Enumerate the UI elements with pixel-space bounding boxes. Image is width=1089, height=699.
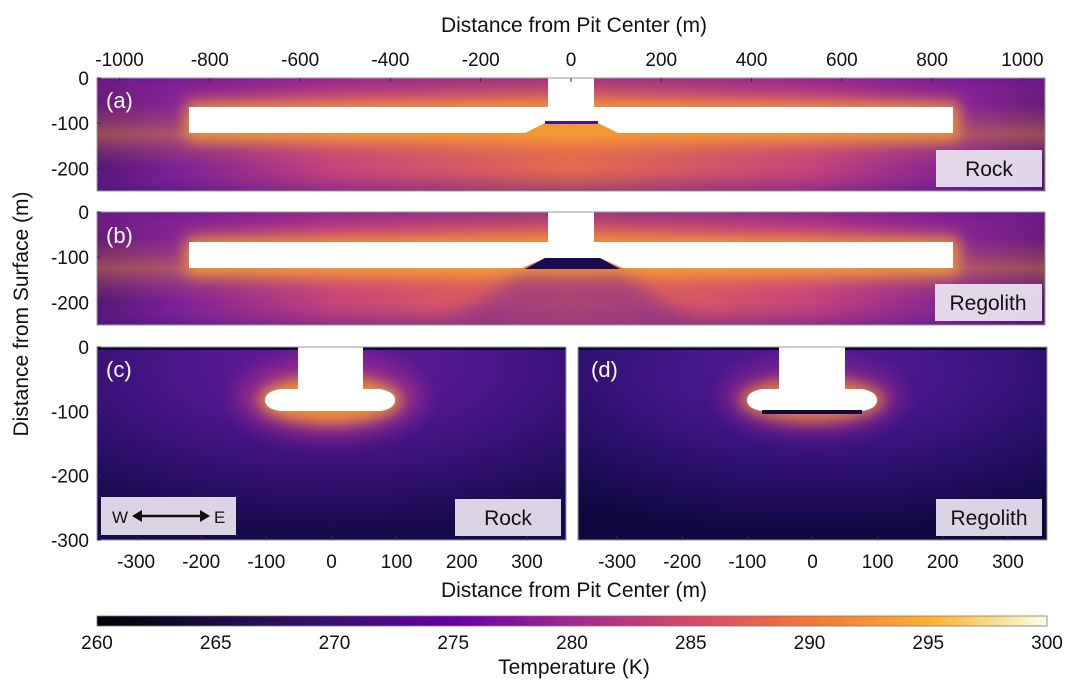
axis-ticks: -1000 -800 -600 -400 -200 0 200 400 600 800 10000-… (51, 50, 1063, 654)
top-x-axis-title: Distance from Pit Center (m) (441, 14, 707, 37)
material-badge-c: Rock (455, 499, 561, 536)
bottom-x-axis-title: Distance from Pit Center (m) (441, 579, 707, 602)
y-tick-label: 0 (78, 338, 89, 359)
y-tick-label: -300 (51, 531, 89, 552)
material-label-c: Rock (484, 507, 532, 530)
panel-label-a: (a) (106, 88, 133, 113)
y-tick-label: 0 (78, 69, 89, 90)
material-badge-b: Regolith (935, 284, 1042, 321)
x-tick-label: 200 (446, 552, 478, 573)
x-tick-label: 300 (511, 552, 543, 573)
y-tick-label: -100 (51, 402, 89, 423)
colorbar-tick-label: 270 (319, 633, 351, 654)
arrow-west-icon (132, 510, 142, 522)
y-tick-label: -200 (51, 467, 89, 488)
panel-a (97, 78, 1045, 191)
x-tick-label: 300 (992, 552, 1024, 573)
colorbar-tick-label: 260 (81, 633, 113, 654)
x-tick-label: -600 (281, 50, 319, 71)
x-tick-label: -300 (598, 552, 636, 573)
x-tick-label: -300 (117, 552, 155, 573)
y-tick-label: -100 (51, 248, 89, 269)
y-tick-label: -200 (51, 159, 89, 180)
x-tick-label: 200 (645, 50, 677, 71)
east-label: E (214, 508, 225, 527)
colorbar-title: Temperature (K) (498, 656, 650, 679)
x-tick-label: -200 (462, 50, 500, 71)
x-tick-label: 0 (807, 552, 818, 573)
colorbar-tick-label: 290 (794, 633, 826, 654)
x-tick-label: 0 (326, 552, 337, 573)
x-tick-label: 800 (916, 50, 948, 71)
x-tick-label: 0 (566, 50, 577, 71)
panel-b (97, 212, 1045, 325)
colorbar-tick-label: 285 (675, 633, 707, 654)
y-tick-label: 0 (78, 203, 89, 224)
material-label-a: Rock (965, 158, 1013, 181)
panel-label-c: (c) (106, 357, 132, 382)
x-tick-label: 400 (736, 50, 768, 71)
y-tick-label: -100 (51, 114, 89, 135)
direction-indicator: W E (101, 497, 236, 535)
x-tick-label: -200 (182, 552, 220, 573)
west-label: W (112, 508, 128, 527)
material-badge-a: Rock (936, 150, 1042, 187)
panel-label-b: (b) (106, 223, 133, 248)
material-label-d: Regolith (950, 507, 1027, 530)
colorbar-tick-label: 280 (556, 633, 588, 654)
pit-cavity-d (746, 347, 878, 411)
x-tick-label: -100 (728, 552, 766, 573)
colorbar-tick-label: 295 (912, 633, 944, 654)
pit-cavity-c (264, 347, 396, 411)
x-tick-label: 100 (862, 552, 894, 573)
x-tick-label: -1000 (95, 50, 144, 71)
lava-tube-cavity-b (189, 212, 953, 268)
material-label-b: Regolith (949, 292, 1026, 315)
colorbar-tick-label: 265 (200, 633, 232, 654)
x-tick-label: 100 (381, 552, 413, 573)
material-badge-d: Regolith (936, 499, 1042, 536)
lava-tube-cavity-a (189, 78, 953, 133)
x-tick-label: 600 (826, 50, 858, 71)
colorbar (96, 615, 1048, 627)
y-axis-title: Distance from Surface (m) (10, 191, 33, 436)
colorbar-tick-label: 275 (437, 633, 469, 654)
y-tick-label: -200 (51, 293, 89, 314)
x-tick-label: 200 (927, 552, 959, 573)
x-tick-label: -200 (663, 552, 701, 573)
arrow-east-icon (200, 510, 210, 522)
x-tick-label: -100 (247, 552, 285, 573)
x-tick-label: -400 (371, 50, 409, 71)
panel-label-d: (d) (591, 357, 618, 382)
x-tick-label: 1000 (1001, 50, 1043, 71)
colorbar-tick-label: 300 (1031, 633, 1063, 654)
x-tick-label: -800 (191, 50, 229, 71)
